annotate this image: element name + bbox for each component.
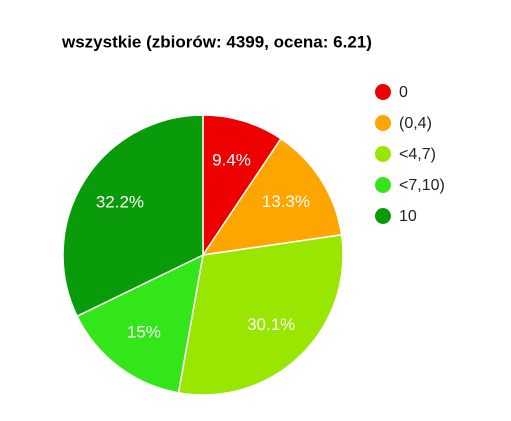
chart-title: wszystkie (zbiorów: 4399, ocena: 6.21)	[61, 32, 372, 51]
legend-label: 0	[399, 84, 408, 101]
pie-slice	[177, 233, 344, 396]
slice-label: 15%	[127, 323, 161, 342]
legend-label: <4,7)	[399, 146, 436, 163]
slice-label: 30.1%	[247, 315, 295, 334]
slice-label: 32.2%	[96, 192, 144, 211]
slice-label: 13.3%	[262, 192, 310, 211]
pie-slice	[62, 114, 204, 318]
legend-swatch	[375, 177, 391, 193]
legend-swatch	[375, 84, 391, 100]
legend-label: <7,10)	[399, 177, 445, 194]
pie-slice	[76, 253, 204, 394]
pie-slice	[201, 137, 343, 256]
legend-swatch	[375, 146, 391, 162]
legend-swatch	[375, 115, 391, 131]
legend-label: 10	[399, 208, 417, 225]
pie-slice	[202, 114, 283, 258]
legend-label: (0,4)	[399, 115, 432, 132]
legend-swatch	[375, 208, 391, 224]
slice-label: 9.4%	[212, 151, 251, 170]
